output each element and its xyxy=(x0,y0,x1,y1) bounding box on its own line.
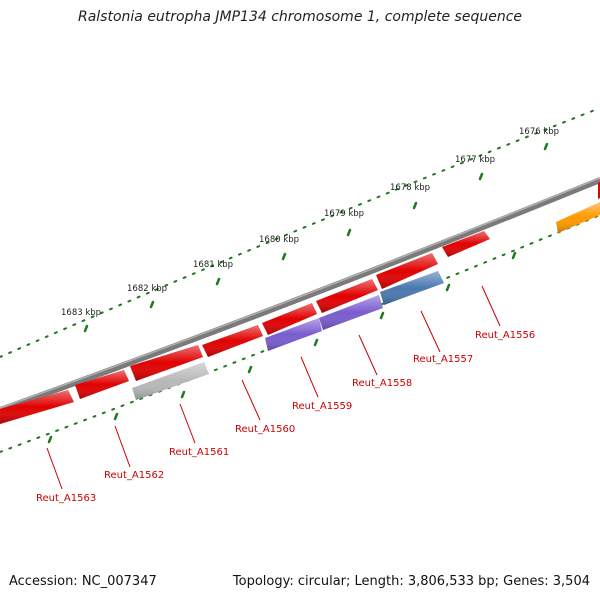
gene-reut-a1557[interactable] xyxy=(380,271,444,305)
leader-line xyxy=(481,285,501,327)
gene-reut-a1558[interactable] xyxy=(319,295,383,330)
chromosome-backbone-highlight xyxy=(0,177,600,409)
reverse-strand-genes xyxy=(132,202,600,400)
summary-text: Topology: circular; Length: 3,806,533 bp… xyxy=(232,574,590,589)
major-tick xyxy=(346,228,352,237)
leader-line xyxy=(300,356,319,398)
gene-label: Reut_A1560 xyxy=(235,424,295,435)
kbp-label: 1676 kbp xyxy=(519,127,559,137)
gene-reut-a1556[interactable] xyxy=(442,231,490,257)
kbp-label: 1680 kbp xyxy=(259,235,299,245)
chromosome-backbone xyxy=(0,177,600,413)
major-tick xyxy=(412,201,418,210)
gene-label: Reut_A1558 xyxy=(352,378,412,389)
kbp-label: 1681 kbp xyxy=(193,260,233,270)
gene-reut-a1563[interactable] xyxy=(0,390,74,424)
map-title: Ralstonia eutropha JMP134 chromosome 1, … xyxy=(77,9,522,25)
gene-reut-a1562[interactable] xyxy=(75,370,129,399)
leader-line xyxy=(46,447,63,490)
leader-line xyxy=(179,403,196,444)
major-tick xyxy=(215,277,221,286)
major-tick xyxy=(83,324,89,333)
major-tick xyxy=(543,142,549,151)
gene-arrow-forward[interactable] xyxy=(316,279,378,313)
major-tick xyxy=(281,252,287,261)
kbp-label: 1682 kbp xyxy=(127,284,167,294)
kbp-label: 1679 kbp xyxy=(324,209,364,219)
gene-label: Reut_A1557 xyxy=(413,354,473,365)
gene-label: Reut_A1563 xyxy=(36,493,96,504)
gene-reut-a1561[interactable] xyxy=(132,362,209,400)
kbp-label: 1683 kbp xyxy=(61,308,101,318)
gene-reut-a1560[interactable] xyxy=(262,303,317,335)
major-tick xyxy=(113,412,119,421)
gene-orange[interactable] xyxy=(556,202,600,233)
major-tick xyxy=(478,172,484,181)
kbp-label: 1678 kbp xyxy=(390,183,430,193)
major-tick xyxy=(47,435,53,444)
outer-tick-track xyxy=(0,107,600,358)
label-leader-lines xyxy=(46,285,501,490)
forward-strand-genes xyxy=(0,182,600,424)
kbp-labels: 1676 kbp 1677 kbp 1678 kbp 1679 kbp 1680… xyxy=(61,127,559,318)
leader-line xyxy=(420,310,441,353)
gene-label: Reut_A1556 xyxy=(475,330,535,341)
major-tick xyxy=(511,251,517,260)
major-tick xyxy=(149,300,155,309)
gene-label: Reut_A1562 xyxy=(104,470,164,481)
gene-label: Reut_A1561 xyxy=(169,447,229,458)
major-tick xyxy=(180,390,186,399)
leader-line xyxy=(358,334,378,376)
leader-line xyxy=(114,425,131,468)
major-tick xyxy=(379,311,385,320)
gene-labels: Reut_A1556 Reut_A1557 Reut_A1558 Reut_A1… xyxy=(36,330,535,504)
leader-line xyxy=(241,379,261,421)
major-tick xyxy=(247,365,253,374)
major-tick xyxy=(445,283,451,292)
gene-arrow-forward[interactable] xyxy=(202,325,263,357)
kbp-label: 1677 kbp xyxy=(455,155,495,165)
accession-text: Accession: NC_007347 xyxy=(9,574,157,589)
gene-arrow-forward[interactable] xyxy=(130,345,203,381)
major-tick xyxy=(313,338,319,347)
gene-label: Reut_A1559 xyxy=(292,401,352,412)
gene-reut-a1559[interactable] xyxy=(265,318,322,351)
gene-arrow-forward[interactable] xyxy=(376,253,438,289)
